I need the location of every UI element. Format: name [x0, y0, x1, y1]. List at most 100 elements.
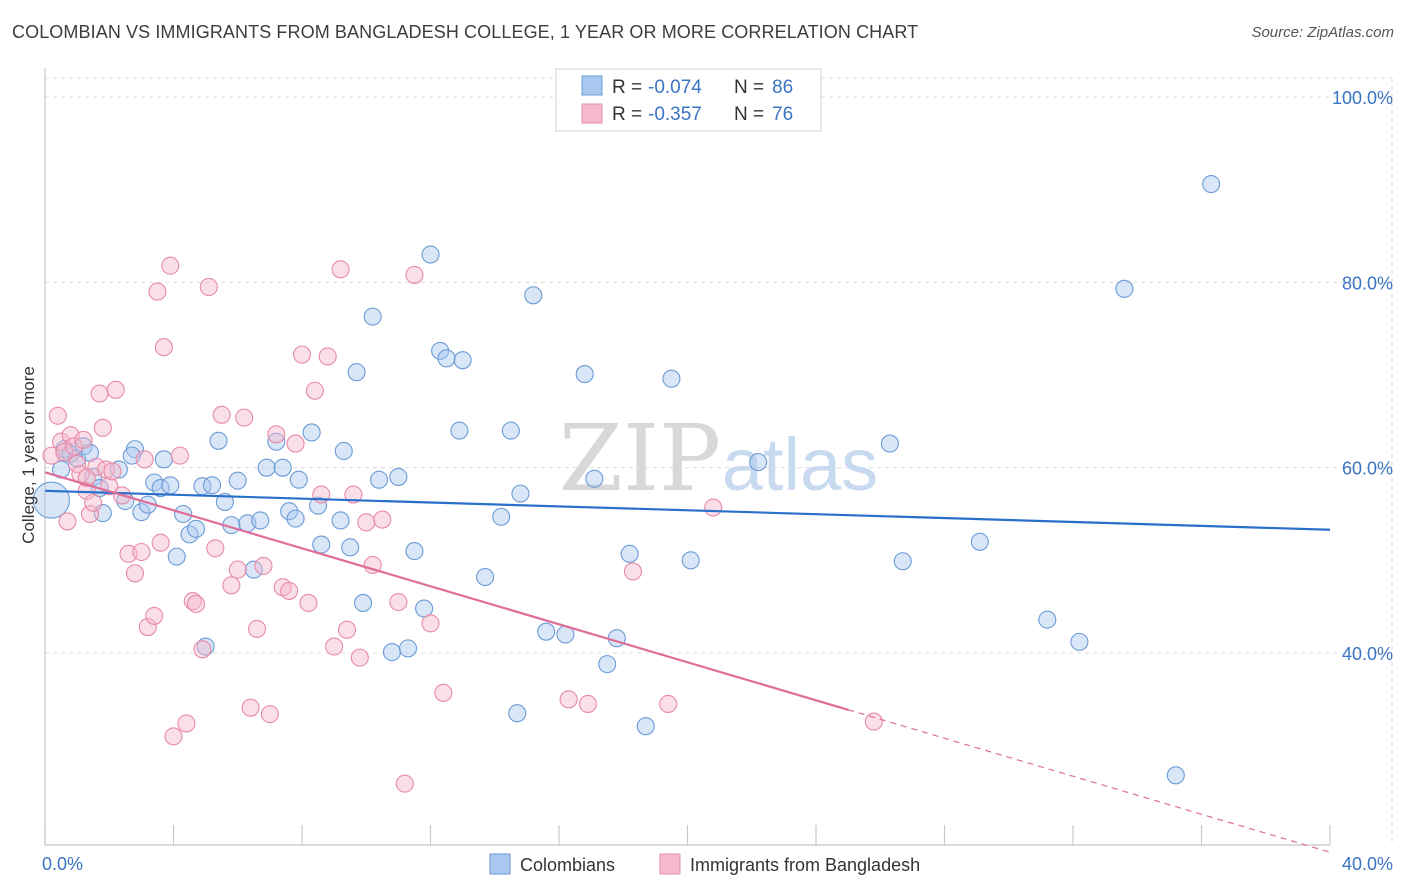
watermark: ZIP atlas: [559, 405, 878, 512]
legend-bottom: Colombians Immigrants from Bangladesh: [489, 853, 920, 875]
colombian-point-51: [389, 467, 408, 486]
bangladesh-point-30: [170, 446, 189, 465]
bangladesh-point-11: [80, 504, 100, 524]
bangladesh-point-52: [312, 485, 331, 504]
legend-r-value-1: -0.074: [648, 77, 702, 98]
x-tick-label-1: 40.0%: [1342, 854, 1393, 874]
bangladesh-point-23: [138, 618, 157, 637]
bangladesh-point-75: [135, 450, 154, 469]
trend-line-bangladesh-extension: [847, 709, 1331, 853]
bangladesh-point-53: [318, 347, 337, 366]
colombian-point-79: [970, 532, 989, 551]
colombian-point-76: [749, 453, 768, 472]
legend-r-label-1: R =: [612, 77, 642, 98]
bangladesh-point-65: [421, 614, 440, 633]
colombian-point-44: [334, 441, 353, 461]
bangladesh-point-70: [659, 694, 678, 714]
colombian-point-28: [215, 492, 234, 512]
colombian-point-82: [1115, 279, 1134, 298]
colombian-point-33: [251, 511, 270, 530]
bangladesh-point-62: [389, 592, 408, 612]
colombian-point-56: [431, 341, 450, 360]
colombian-point-58: [450, 421, 469, 440]
colombian-point-32: [244, 560, 263, 579]
legend-swatch-blue: [581, 75, 603, 96]
colombian-point-63: [508, 704, 527, 723]
bangladesh-point-58: [350, 648, 369, 667]
bangladesh-point-40: [235, 408, 254, 427]
bangladesh-point-63: [395, 774, 414, 793]
trend-line-colombians: [44, 489, 1331, 531]
bangladesh-point-61: [373, 510, 392, 529]
colombian-point-60: [476, 567, 495, 587]
bangladesh-point-37: [212, 405, 231, 424]
colombian-point-38: [286, 509, 305, 528]
x-tick-label-0: 0.0%: [42, 854, 83, 874]
colombian-point-25: [196, 637, 215, 656]
bangladesh-point-74: [103, 462, 122, 481]
bangladesh-point-66: [434, 683, 453, 702]
bangladesh-point-71: [704, 498, 723, 517]
y-tick-label-2: 60.0%: [1342, 459, 1393, 479]
colombian-point-14: [132, 503, 151, 522]
bottom-legend-colombians: Colombians: [520, 855, 615, 875]
colombian-point-18: [154, 450, 173, 469]
bangladesh-point-60: [363, 555, 382, 575]
bangladesh-point-56: [337, 620, 357, 639]
trend-lines: [44, 471, 1331, 853]
bangladesh-point-14: [90, 384, 109, 403]
colombian-point-27: [209, 431, 228, 450]
colombian-point-26: [203, 476, 222, 495]
bottom-legend-swatch-blue: [489, 853, 511, 875]
legend-n-value-2: 76: [772, 104, 793, 125]
bangladesh-point-51: [305, 381, 324, 400]
bangladesh-point-44: [260, 705, 279, 724]
chart-title: COLOMBIAN VS IMMIGRANTS FROM BANGLADESH …: [12, 22, 919, 42]
colombian-point-70: [598, 655, 617, 674]
colombian-point-74: [662, 369, 681, 388]
colombian-point-0: [32, 481, 70, 519]
x-tick-labels: 0.0% 40.0%: [42, 854, 1393, 874]
colombian-point-34: [257, 458, 276, 477]
y-tick-labels: 100.0% 80.0% 60.0% 40.0%: [1332, 88, 1393, 664]
bangladesh-point-12: [84, 493, 103, 512]
bangladesh-point-73: [77, 468, 96, 487]
bangladesh-point-6: [64, 437, 83, 456]
colombian-point-42: [312, 535, 331, 554]
bangladesh-point-57: [344, 485, 363, 504]
legend-n-label-1: N =: [734, 77, 764, 98]
colombian-point-62: [501, 421, 520, 440]
bangladesh-point-38: [222, 576, 241, 595]
colombian-point-30: [228, 471, 247, 490]
colombian-point-41: [309, 496, 328, 515]
legend-n-label-2: N =: [734, 104, 764, 125]
legend-r-label-2: R =: [612, 104, 642, 125]
bangladesh-point-68: [578, 694, 597, 714]
colombian-point-57: [437, 349, 456, 368]
bangladesh-point-67: [559, 690, 578, 709]
axes: [44, 68, 1331, 846]
colombian-point-59: [453, 351, 472, 370]
bangladesh-point-54: [325, 637, 344, 656]
colombian-point-5: [74, 437, 93, 456]
bangladesh-point-48: [286, 434, 305, 453]
watermark-zip: ZIP: [559, 405, 721, 512]
colombian-point-23: [186, 519, 206, 538]
bangladesh-point-29: [164, 727, 183, 746]
bangladesh-point-3: [55, 442, 74, 461]
colombian-point-68: [575, 365, 594, 384]
colombian-point-65: [524, 286, 543, 305]
bangladesh-point-32: [183, 592, 202, 611]
colombian-point-20: [167, 547, 186, 566]
legend-n-value-1: 86: [772, 77, 793, 98]
legend-swatch-pink: [581, 103, 603, 124]
bangladesh-point-72: [864, 712, 883, 731]
bangladesh-point-64: [405, 265, 424, 284]
colombian-point-46: [347, 363, 366, 382]
colombian-point-37: [280, 502, 299, 521]
bangladesh-point-7: [68, 454, 87, 474]
colombian-point-77: [880, 434, 899, 453]
bangladesh-point-41: [241, 698, 260, 717]
colombian-point-49: [370, 470, 389, 489]
bangladesh-point-55: [331, 260, 350, 279]
